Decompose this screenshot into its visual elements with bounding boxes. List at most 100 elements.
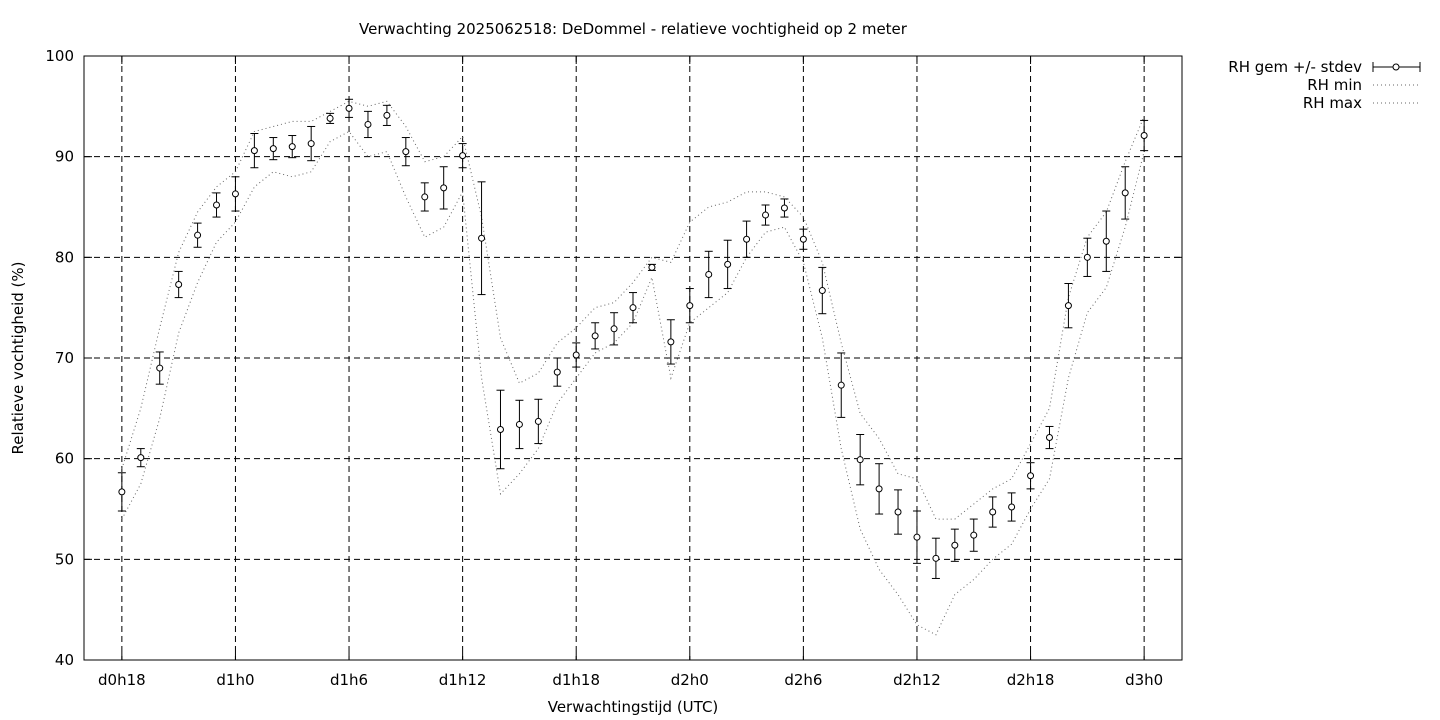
data-point <box>534 398 543 445</box>
data-point <box>1083 237 1092 277</box>
legend-label-mean: RH gem +/- stdev <box>1228 58 1362 76</box>
data-point <box>1102 210 1111 272</box>
mean-point <box>345 104 353 112</box>
data-point <box>496 389 505 470</box>
mean-point <box>913 533 921 541</box>
mean-point <box>648 263 656 271</box>
data-point <box>629 292 637 324</box>
y-tick-label: 40 <box>55 651 74 669</box>
data-point <box>704 250 713 299</box>
mean-point <box>894 508 902 516</box>
mean-point <box>951 541 959 549</box>
mean-point <box>515 420 523 428</box>
y-tick-label: 100 <box>45 47 74 65</box>
data-point <box>647 263 656 271</box>
y-tick-label: 90 <box>55 148 74 166</box>
mean-point <box>421 193 429 201</box>
data-point <box>837 352 846 418</box>
data-point <box>912 510 921 564</box>
mean-point <box>989 508 997 516</box>
x-tick-label: d2h0 <box>671 671 709 689</box>
data-point <box>553 357 562 387</box>
data-point <box>420 182 429 212</box>
mean-point <box>118 488 126 496</box>
y-tick-label: 50 <box>55 550 74 568</box>
x-tick-label: d3h0 <box>1125 671 1163 689</box>
data-point <box>117 472 126 512</box>
data-point <box>988 496 997 528</box>
data-point <box>780 198 789 218</box>
mean-point <box>553 368 561 376</box>
mean-point <box>194 231 202 239</box>
data-point <box>515 399 524 450</box>
mean-point <box>1008 503 1016 511</box>
mean-point <box>175 281 183 289</box>
data-point <box>477 181 486 296</box>
mean-point <box>1140 132 1148 140</box>
data-point <box>591 322 600 350</box>
x-tick-label: d2h6 <box>784 671 822 689</box>
mean-point <box>307 140 315 148</box>
data-point <box>1007 492 1016 522</box>
data-point <box>742 220 751 258</box>
data-point <box>458 143 467 169</box>
mean-point <box>591 332 599 340</box>
mean-point <box>383 111 391 119</box>
x-tick-label: d2h12 <box>893 671 941 689</box>
mean-point <box>875 485 883 493</box>
mean-point <box>440 184 448 192</box>
y-axis-label: Relatieve vochtigheid (%) <box>9 261 27 454</box>
mean-point <box>932 554 940 562</box>
mean-point <box>496 425 504 433</box>
data-point <box>231 176 240 212</box>
mean-point <box>572 351 580 359</box>
mean-point <box>799 235 807 243</box>
mean-point <box>1064 302 1072 310</box>
data-point <box>1064 283 1073 329</box>
x-tick-label: d0h18 <box>98 671 146 689</box>
mean-point <box>1045 434 1053 442</box>
mean-point <box>402 148 410 156</box>
mean-point <box>629 304 637 312</box>
x-tick-label: d1h0 <box>216 671 254 689</box>
mean-point <box>156 364 164 372</box>
mean-point <box>269 145 277 153</box>
mean-point <box>137 454 145 462</box>
x-tick-label: d2h18 <box>1007 671 1055 689</box>
data-point <box>818 266 827 315</box>
data-point <box>212 192 221 218</box>
x-tick-label: d1h6 <box>330 671 368 689</box>
mean-point <box>818 287 826 295</box>
series-layer <box>117 98 1149 636</box>
legend: RH gem +/- stdev RH min RH max <box>1228 58 1421 112</box>
data-point <box>685 288 694 324</box>
mean-point <box>213 201 221 209</box>
mean-point <box>686 302 694 310</box>
x-tick-label: d1h12 <box>439 671 487 689</box>
data-point <box>950 528 959 562</box>
data-point <box>363 110 372 139</box>
data-point <box>666 319 675 365</box>
mean-point <box>1121 189 1129 197</box>
data-point <box>326 112 335 124</box>
mean-point <box>1027 472 1035 480</box>
chart-title: Verwachting 2025062518: DeDommel - relat… <box>359 20 908 38</box>
mean-point <box>837 381 845 389</box>
data-point <box>875 463 884 515</box>
data-point <box>345 98 354 118</box>
y-tick-label: 60 <box>55 450 74 468</box>
mean-point <box>534 417 542 425</box>
data-point <box>969 518 978 552</box>
data-point <box>894 489 903 535</box>
mean-point <box>1083 253 1091 261</box>
data-point <box>931 537 940 579</box>
data-point <box>382 104 391 126</box>
mean-point <box>250 147 258 155</box>
data-point <box>799 228 808 250</box>
y-tick-label: 80 <box>55 248 74 266</box>
mean-point <box>970 531 978 539</box>
mean-point <box>780 204 788 212</box>
data-point <box>1140 119 1149 152</box>
mean-point <box>856 456 864 464</box>
